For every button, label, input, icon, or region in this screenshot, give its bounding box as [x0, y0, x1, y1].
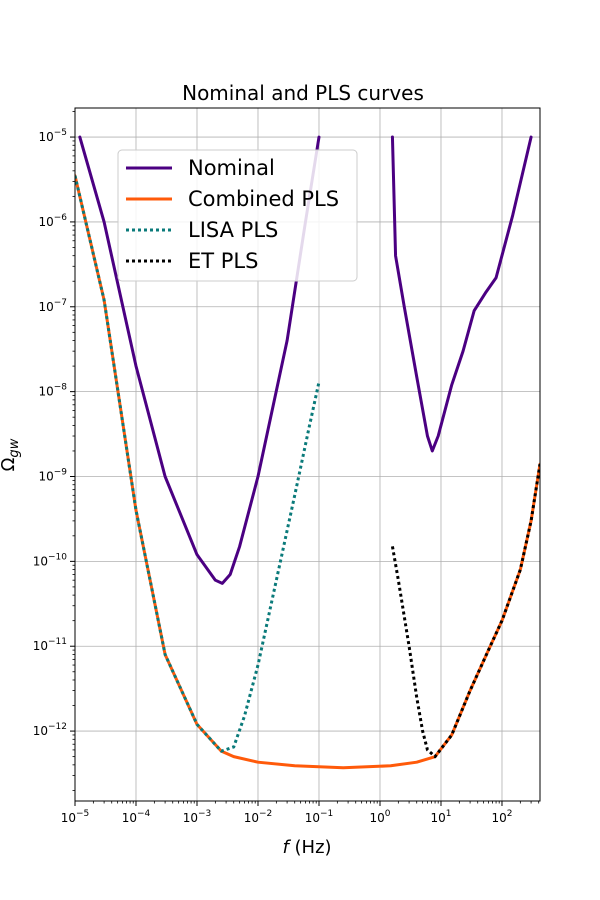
- y-axis-label-main: Ω: [0, 457, 19, 471]
- x-tick-label: 102: [491, 809, 512, 825]
- legend-label: Combined PLS: [188, 187, 339, 211]
- series-line: [390, 463, 540, 759]
- x-tick-label: 10−4: [122, 809, 151, 825]
- y-tick-label: 10−12: [33, 722, 67, 738]
- y-axis-label: Ωgw: [0, 438, 22, 471]
- legend-label: LISA PLS: [188, 218, 278, 242]
- x-tick-label: 10−1: [305, 809, 334, 825]
- x-tick-label: 10−2: [244, 809, 273, 825]
- y-tick-label: 10−8: [38, 383, 67, 399]
- x-axis-label: f (Hz): [282, 837, 331, 858]
- y-tick-label: 10−7: [38, 298, 67, 314]
- plot-frame: [74, 107, 541, 802]
- series-line: [390, 135, 533, 453]
- y-tick-label: 10−10: [33, 552, 68, 568]
- y-tick-label: 10−5: [38, 128, 67, 144]
- legend: Nominal Combined PLS LISA PLS ET PLS: [117, 149, 358, 282]
- plot-area: [75, 135, 540, 770]
- series-line: [78, 135, 321, 585]
- y-tick-label: 10−11: [33, 637, 67, 653]
- chart-title: Nominal and PLS curves: [182, 81, 424, 105]
- legend-label: Nominal: [188, 156, 275, 180]
- y-axis-label-sub: gw: [7, 438, 22, 457]
- legend-box: [117, 149, 358, 282]
- x-tick-label: 101: [430, 809, 451, 825]
- x-tick-label: 10−5: [61, 809, 90, 825]
- series-nominal: [78, 135, 533, 585]
- x-axis-label-var: f: [282, 837, 291, 858]
- y-tick-label: 10−9: [38, 468, 67, 484]
- x-tick-label: 100: [369, 809, 390, 825]
- x-tick-label: 10−3: [183, 809, 212, 825]
- y-tick-label: 10−6: [38, 213, 67, 229]
- legend-label: ET PLS: [188, 249, 258, 273]
- series-line: [75, 175, 321, 753]
- x-axis-label-unit: (Hz): [289, 837, 332, 858]
- series-lisa-pls: [75, 175, 321, 753]
- series-et-pls: [390, 463, 540, 759]
- axis-ticks: 10−5 10−4 10−3 10−2 10−1 100 101 102 10−12 10−11 1…: [33, 111, 540, 825]
